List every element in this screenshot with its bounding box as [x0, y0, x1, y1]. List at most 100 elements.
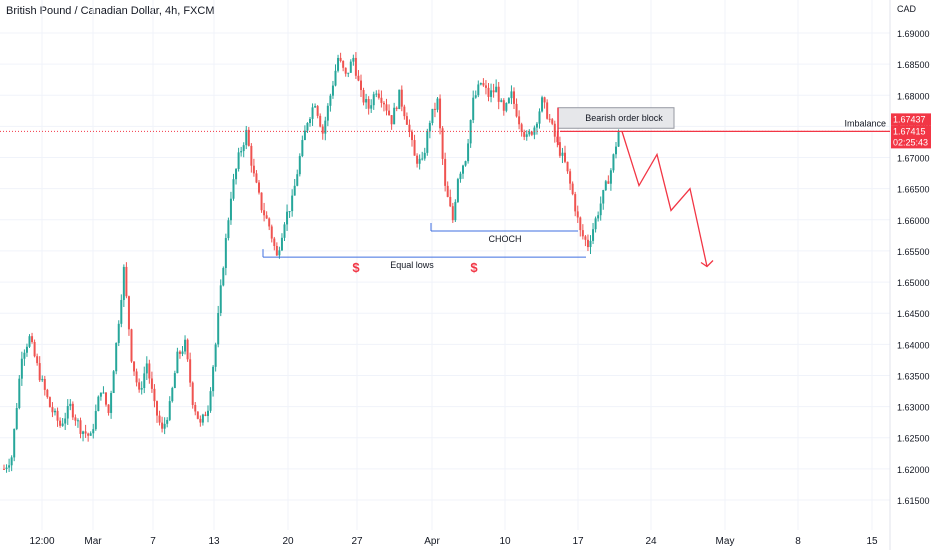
candle-body	[94, 411, 97, 430]
candle-body	[56, 410, 59, 421]
candle-body	[283, 224, 286, 238]
candle-body	[612, 154, 615, 171]
candle-body	[321, 126, 324, 134]
candle-body	[571, 183, 574, 195]
candle-body	[194, 405, 197, 412]
candle-body	[138, 382, 141, 390]
candle-body	[156, 401, 158, 416]
y-tick-label: 1.65500	[897, 247, 930, 257]
candle-body	[255, 173, 258, 183]
candle-body	[145, 363, 148, 374]
candle-body	[367, 99, 370, 109]
candle-body	[433, 108, 436, 110]
candle-body	[237, 152, 240, 170]
candle-body	[76, 420, 79, 422]
y-tick-label: 1.66000	[897, 216, 930, 226]
candle-body	[405, 116, 408, 125]
countdown-tag: 02:25:43	[893, 137, 928, 147]
x-tick-label: May	[716, 536, 735, 547]
candle-body	[217, 313, 220, 345]
candle-body	[59, 420, 62, 426]
x-tick-label: Apr	[424, 536, 440, 547]
liquidity-dollar-marker: $	[352, 260, 360, 275]
candle-body	[207, 410, 209, 416]
candle-body	[589, 240, 592, 248]
candle-body	[291, 195, 294, 212]
candle-body	[97, 396, 100, 412]
candle-body	[599, 203, 602, 216]
x-tick-label: 27	[351, 536, 363, 547]
candle-body	[117, 323, 120, 343]
imbalance-label: Imbalance	[844, 118, 886, 128]
candle-body	[25, 346, 28, 353]
candle-body	[66, 406, 69, 419]
candle-body	[133, 361, 136, 372]
y-tick-label: 1.64000	[897, 340, 930, 350]
candle-body	[263, 210, 266, 216]
candle-body	[523, 131, 526, 137]
candle-body	[107, 404, 110, 413]
candle-body	[594, 218, 597, 230]
candle-body	[135, 371, 138, 383]
candle-body	[71, 403, 74, 418]
candle-body	[316, 106, 319, 116]
candle-body	[398, 89, 401, 109]
candle-body	[482, 83, 485, 86]
candle-body	[354, 57, 357, 76]
candle-body	[543, 97, 546, 103]
candle-body	[209, 391, 212, 411]
candle-body	[347, 72, 350, 74]
candle-body	[370, 105, 373, 109]
candle-body	[546, 102, 549, 119]
y-tick-label: 1.62000	[897, 465, 930, 475]
candle-body	[558, 142, 561, 156]
candle-body	[469, 120, 472, 144]
candle-body	[178, 351, 181, 354]
candle-body	[449, 196, 452, 207]
candle-body	[507, 98, 510, 104]
candle-body	[181, 351, 184, 354]
candle-body	[408, 124, 411, 132]
candle-body	[105, 392, 107, 405]
x-tick-label: Mar	[84, 536, 102, 547]
candle-body	[10, 457, 13, 466]
candle-body	[579, 217, 582, 231]
candle-body	[166, 419, 169, 424]
liquidity-dollar-marker: $	[470, 260, 478, 275]
candle-body	[375, 93, 378, 95]
candle-body	[505, 103, 508, 111]
candle-body	[329, 95, 332, 106]
candle-body	[74, 417, 77, 421]
candle-body	[41, 378, 44, 381]
candle-body	[212, 366, 215, 392]
candle-body	[413, 140, 416, 156]
candle-body	[528, 131, 531, 135]
candle-body	[586, 239, 589, 248]
candle-body	[280, 237, 283, 251]
candle-body	[18, 378, 21, 409]
candle-body	[196, 411, 199, 419]
candle-body	[479, 83, 482, 85]
candle-body	[490, 90, 493, 97]
candle-body	[201, 414, 204, 423]
candle-body	[82, 431, 85, 434]
price-tag-a-bg	[891, 113, 931, 126]
candle-body	[161, 422, 164, 429]
projection-path	[621, 131, 708, 267]
choch-label: CHOCH	[489, 234, 522, 244]
price-tag-a: 1.67437	[893, 114, 926, 124]
candle-body	[520, 124, 523, 132]
candle-body	[288, 211, 291, 213]
candle-body	[99, 392, 102, 397]
candle-body	[535, 123, 538, 128]
candle-body	[143, 373, 146, 389]
candle-body	[395, 107, 398, 109]
candle-body	[609, 170, 612, 184]
x-tick-label: 7	[150, 536, 156, 547]
y-tick-label: 1.63500	[897, 371, 930, 381]
candle-body	[102, 392, 105, 394]
candle-body	[140, 388, 143, 390]
x-tick-label: 13	[208, 536, 220, 547]
candle-body	[260, 192, 263, 211]
